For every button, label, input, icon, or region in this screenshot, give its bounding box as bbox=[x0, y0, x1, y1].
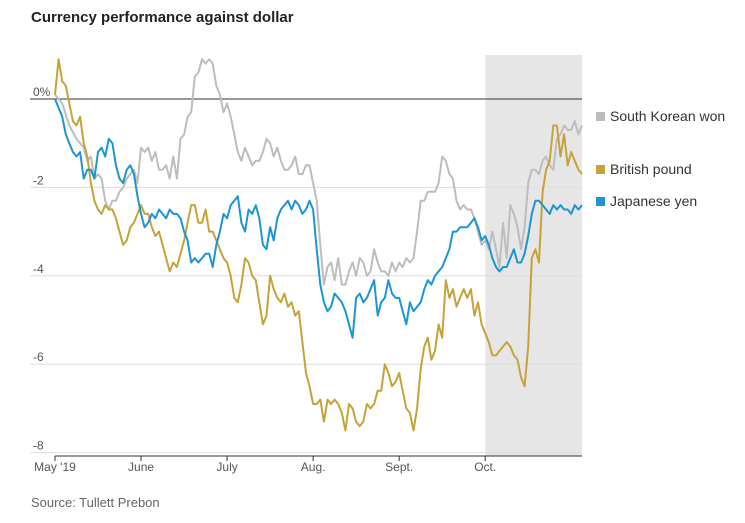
y-axis-ticks: 0% -2 -4 -6 -8 bbox=[33, 85, 51, 453]
series-line-japanese-yen bbox=[54, 98, 583, 339]
y-tick-label: -8 bbox=[33, 439, 44, 453]
x-tick-label: Sept. bbox=[385, 460, 413, 474]
x-tick-label: Oct. bbox=[474, 460, 496, 474]
x-tick-label: Aug. bbox=[301, 460, 326, 474]
series-line-british-pound bbox=[54, 58, 583, 432]
y-tick-label: -6 bbox=[33, 350, 44, 364]
legend-swatch-japanese-yen bbox=[596, 197, 605, 206]
x-tick-label: May '19 bbox=[34, 460, 76, 474]
x-axis-ticks: May '19 June July Aug. Sept. Oct. bbox=[34, 455, 582, 474]
series-line-south-korean-won bbox=[54, 58, 583, 286]
legend: South Korean won British pound Japanese ye… bbox=[596, 108, 725, 209]
currency-line-chart: 0%-2-4-6-8 May '19 June July Aug. Sept. Oct. … bbox=[30, 55, 725, 474]
source-note: Source: Tullett Prebon bbox=[31, 495, 160, 510]
y-tick-label: -2 bbox=[33, 173, 44, 187]
legend-swatch-south-korean-won bbox=[596, 112, 605, 121]
chart-title: Currency performance against dollar bbox=[31, 9, 294, 26]
y-tick-label: -4 bbox=[33, 262, 44, 276]
x-tick-label: July bbox=[216, 460, 237, 474]
legend-label-british-pound: British pound bbox=[610, 161, 692, 177]
legend-label-japanese-yen: Japanese yen bbox=[610, 193, 697, 209]
legend-swatch-british-pound bbox=[596, 165, 605, 174]
x-tick-label: June bbox=[128, 460, 154, 474]
y-tick-label: 0% bbox=[33, 85, 51, 99]
legend-label-south-korean-won: South Korean won bbox=[610, 108, 725, 124]
series-lines bbox=[54, 58, 583, 432]
